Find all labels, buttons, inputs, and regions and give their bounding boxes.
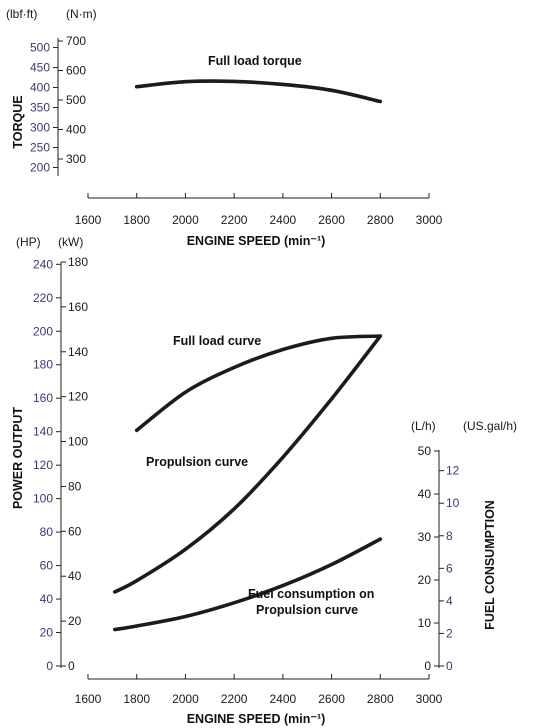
torque-curve <box>134 79 383 104</box>
x-tick-label: 2400 <box>270 213 297 227</box>
x-tick-label: 1600 <box>75 692 102 706</box>
y-tick-label: 160 <box>68 300 88 314</box>
y-tick-label: 200 <box>30 161 50 175</box>
y-tick-label: 30 <box>418 530 432 544</box>
y-tick-label: 180 <box>68 255 88 269</box>
fuel-curve-label-line1: Fuel consumption on <box>248 587 374 601</box>
y-tick-label: 80 <box>40 525 54 539</box>
y-tick-label: 40 <box>40 592 54 606</box>
fuel-y-label: FUEL CONSUMPTION <box>483 500 497 630</box>
y-tick-label: 140 <box>68 345 88 359</box>
y-tick-label: 120 <box>33 458 53 472</box>
y-tick-label: 600 <box>66 64 86 78</box>
y-tick-label: 140 <box>33 425 53 439</box>
x-tick-label: 2400 <box>270 692 297 706</box>
power-x-ticks: 1600 1800 2000 2200 2400 2600 2800 3000 <box>75 674 443 706</box>
y-tick-label: 20 <box>40 626 54 640</box>
x-tick-label: 2600 <box>318 692 345 706</box>
y-tick-label: 0 <box>424 659 431 673</box>
x-tick-label: 2800 <box>367 692 394 706</box>
y-tick-label: 40 <box>68 569 82 583</box>
fuel-gal-h-ticks: 0 2 4 6 8 10 12 <box>439 464 460 673</box>
y-tick-label: 6 <box>446 561 453 575</box>
x-tick-label: 1600 <box>75 213 102 227</box>
x-tick-label: 2600 <box>318 213 345 227</box>
torque-chart: (lbf·ft) (N·m) TORQUE 200 250 300 350 400 450… <box>6 7 443 248</box>
torque-unit-lbf: (lbf·ft) <box>6 7 37 21</box>
torque-x-ticks: 1600 1800 2000 2200 2400 2600 2800 3000 <box>75 193 443 227</box>
y-tick-label: 300 <box>30 121 50 135</box>
torque-curve-label: Full load torque <box>208 54 302 68</box>
x-tick-label: 3000 <box>416 692 443 706</box>
x-tick-label: 2000 <box>172 692 199 706</box>
x-tick-label: 1800 <box>123 213 150 227</box>
x-tick-label: 2000 <box>172 213 199 227</box>
y-tick-label: 20 <box>68 614 82 628</box>
power-x-label: ENGINE SPEED (min⁻¹) <box>187 712 326 726</box>
y-tick-label: 100 <box>68 435 88 449</box>
y-tick-label: 400 <box>30 81 50 95</box>
power-kw-ticks: 0 20 40 60 80 100 120 140 160 180 <box>61 255 88 673</box>
y-tick-label: 20 <box>418 573 432 587</box>
propulsion-curve <box>113 334 383 594</box>
fuel-l-h-ticks: 0 10 20 30 40 50 <box>418 444 439 673</box>
y-tick-label: 10 <box>446 496 460 510</box>
y-tick-label: 700 <box>66 34 86 48</box>
power-unit-kw: (kW) <box>58 235 83 249</box>
fuel-unit-gal-h: (US.gal/h) <box>463 419 517 433</box>
y-tick-label: 12 <box>446 464 460 478</box>
y-tick-label: 120 <box>68 390 88 404</box>
y-tick-label: 0 <box>68 659 75 673</box>
y-tick-label: 300 <box>66 152 86 166</box>
y-tick-label: 100 <box>33 492 53 506</box>
y-tick-label: 50 <box>418 444 432 458</box>
x-tick-label: 2200 <box>221 692 248 706</box>
x-tick-label: 2200 <box>221 213 248 227</box>
fuel-unit-l-h: (L/h) <box>411 419 436 433</box>
y-tick-label: 400 <box>66 123 86 137</box>
y-tick-label: 350 <box>30 101 50 115</box>
y-tick-label: 180 <box>33 358 53 372</box>
x-tick-label: 1800 <box>123 692 150 706</box>
y-tick-label: 4 <box>446 594 453 608</box>
x-tick-label: 3000 <box>416 213 443 227</box>
power-series <box>113 334 383 632</box>
power-chart: (HP) (kW) (L/h) (US.gal/h) POWER OUTPUT … <box>11 235 517 726</box>
torque-x-label: ENGINE SPEED (min⁻¹) <box>187 234 326 248</box>
y-tick-label: 80 <box>68 479 82 493</box>
y-tick-label: 160 <box>33 391 53 405</box>
y-tick-label: 60 <box>68 524 82 538</box>
y-tick-label: 250 <box>30 141 50 155</box>
propulsion-curve-label: Propulsion curve <box>146 455 248 469</box>
full-load-curve-label: Full load curve <box>173 334 261 348</box>
y-tick-label: 2 <box>446 626 453 640</box>
y-tick-label: 10 <box>418 616 432 630</box>
y-tick-label: 450 <box>30 61 50 75</box>
torque-y-label: TORQUE <box>11 95 25 148</box>
y-tick-label: 8 <box>446 529 453 543</box>
full-load-curve <box>134 334 383 433</box>
x-tick-label: 2800 <box>367 213 394 227</box>
power-unit-hp: (HP) <box>16 235 41 249</box>
fuel-curve-label-line2: Propulsion curve <box>256 603 358 617</box>
y-tick-label: 0 <box>46 659 53 673</box>
y-tick-label: 500 <box>66 93 86 107</box>
y-tick-label: 40 <box>418 487 432 501</box>
torque-nm-ticks: 300 400 500 600 700 <box>58 34 86 166</box>
power-hp-ticks: 0 20 40 60 80 100 120 140 160 180 200 220 240 <box>33 257 61 673</box>
y-tick-label: 240 <box>33 257 53 271</box>
power-y-label: POWER OUTPUT <box>11 407 25 509</box>
torque-series <box>134 79 383 104</box>
y-tick-label: 60 <box>40 559 54 573</box>
fuel-consumption-curve <box>113 537 383 632</box>
torque-lbf-ticks: 200 250 300 350 400 450 500 <box>30 41 58 175</box>
y-tick-label: 220 <box>33 291 53 305</box>
y-tick-label: 500 <box>30 41 50 55</box>
y-tick-label: 0 <box>446 659 453 673</box>
y-tick-label: 200 <box>33 324 53 338</box>
torque-unit-nm: (N·m) <box>66 7 97 21</box>
